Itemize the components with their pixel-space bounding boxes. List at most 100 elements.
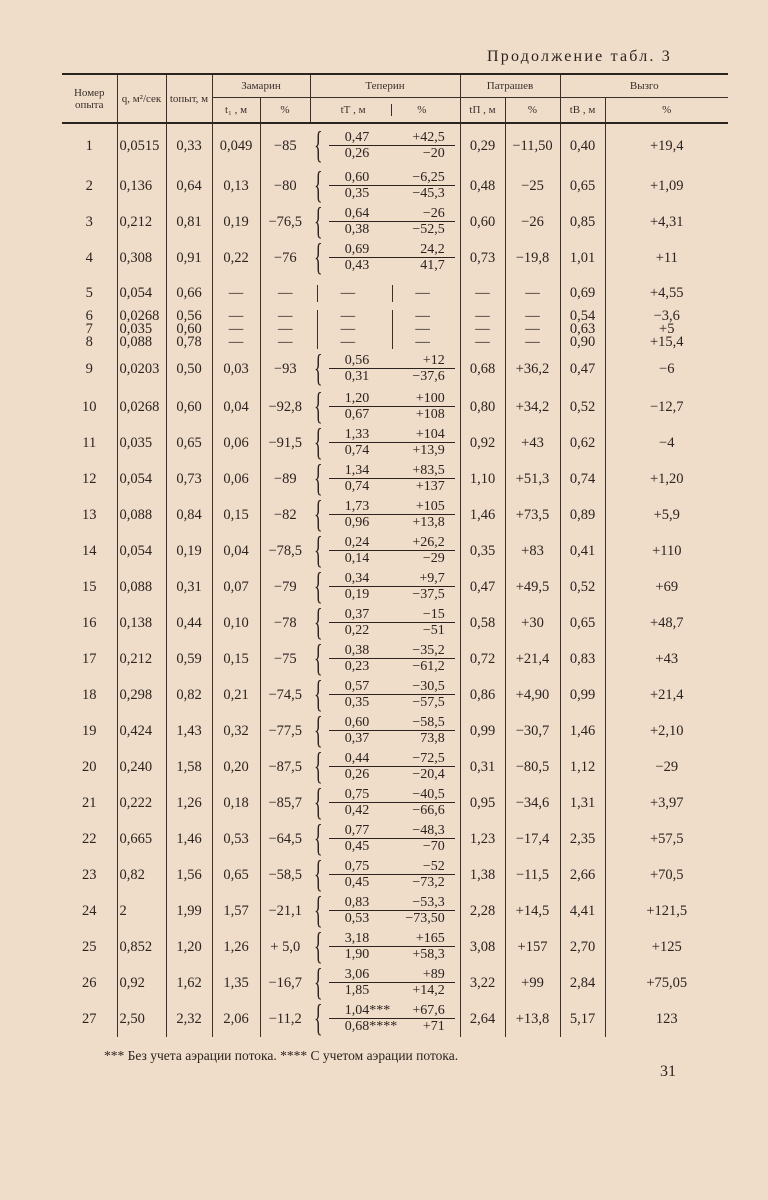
cell-teperin: {0,60 −6,25 0,35 −45,3 — [310, 164, 460, 206]
cell-patrashev-pct: +83 — [504, 533, 561, 569]
cell-zamarin-t: 0,13 — [211, 168, 260, 204]
cell-q: 0,308 — [116, 240, 166, 276]
teperin-top: 0,44 −72,5 — [328, 751, 455, 767]
cell-zamarin-t: 0,15 — [211, 641, 260, 677]
cell-vyzgo-t: 5,17 — [559, 1001, 606, 1037]
teperin-bottom-pct: +71 — [422, 1019, 445, 1034]
cell-vyzgo-t: 0,47 — [559, 349, 606, 389]
cell-t-exp: 0,60 — [165, 389, 212, 425]
header-teperin-t: tТ , м — [340, 104, 366, 116]
teperin-fraction: 3,18 +165 1,90 +58,3 — [328, 931, 455, 962]
cell-teperin: — — — [310, 322, 460, 336]
footnote: *** Без учета аэрации потока. **** С уче… — [104, 1048, 459, 1063]
cell-vyzgo-pct: −6 — [604, 349, 729, 389]
header-vyzgo-t: tВ , м — [559, 97, 606, 123]
teperin-fraction: 0,44 −72,5 0,26 −20,4 — [328, 751, 455, 782]
teperin-bottom-t: 0,19 — [344, 587, 370, 602]
cell-patrashev-pct: — — [504, 276, 561, 310]
teperin-top-t: 1,33 — [344, 427, 370, 442]
cell-patrashev-t: 0,58 — [459, 605, 505, 641]
teperin-bottom: 1,85 +14,2 — [329, 983, 455, 998]
teperin-bottom-pct: +13,9 — [412, 443, 445, 458]
teperin-bottom-t: 0,67 — [344, 407, 370, 422]
cell-q: 0,0203 — [116, 349, 166, 389]
page-number: 31 — [660, 1063, 676, 1080]
cell-vyzgo-t: 0,62 — [559, 425, 606, 461]
teperin-bottom: 0,14 −29 — [329, 551, 455, 566]
teperin-fraction: 0,60 −6,25 0,35 −45,3 — [328, 170, 455, 201]
table-row: 11 0,035 0,65 0,06 −91,5{1,33 +104 0,74 +13,9 0,… — [62, 421, 729, 463]
teperin-bottom-pct: −66,6 — [412, 803, 445, 818]
cell-teperin: {0,64 −26 0,38 −52,5 — [310, 200, 460, 242]
cell-patrashev-t: 0,99 — [459, 713, 505, 749]
cell-t-exp: 0,60 — [165, 322, 212, 336]
table-row: 13 0,088 0,84 0,15 −82{1,73 +105 0,96 +13,8 1,46… — [62, 493, 729, 535]
cell-zamarin-t: 0,04 — [211, 533, 260, 569]
cell-zamarin-t: 0,10 — [211, 605, 260, 641]
cell-patrashev-pct: −26 — [504, 204, 561, 240]
cell-teperin: {0,34 +9,7 0,19 −37,5 — [310, 565, 460, 607]
teperin-top: 3,06 +89 — [328, 967, 455, 983]
cell-zamarin-t: 2,06 — [211, 1001, 260, 1037]
teperin-top-t: 0,60 — [344, 715, 370, 730]
cell-vyzgo-t: 0,83 — [559, 641, 606, 677]
cell-patrashev-pct: +157 — [504, 929, 561, 965]
header-t-exp: tопыт, м — [165, 74, 212, 123]
teperin-bottom-t: 0,26 — [344, 767, 370, 782]
teperin-top-pct: +105 — [415, 499, 445, 514]
cell-q: 0,298 — [116, 677, 166, 713]
cell-zamarin-t: 0,07 — [211, 569, 260, 605]
teperin-top-pct: +67,6 — [412, 1003, 445, 1018]
table-row: 23 0,82 1,56 0,65 −58,5{0,75 −52 0,45 −73,2 1,38… — [62, 853, 729, 895]
teperin-top: 0,77 −48,3 — [328, 823, 455, 839]
cell-vyzgo-t: 0,99 — [559, 677, 606, 713]
cell-vyzgo-pct: +11 — [604, 240, 729, 276]
header-patrashev-t: tП , м — [459, 97, 505, 123]
teperin-bottom-t: 0,43 — [344, 258, 370, 273]
cell-zamarin-pct: −89 — [259, 461, 310, 497]
cell-number: 16 — [82, 614, 97, 631]
teperin-bottom: 0,35 −45,3 — [329, 186, 455, 201]
cell-zamarin-pct: −78 — [259, 605, 310, 641]
brace-icon: { — [314, 816, 323, 859]
cell-zamarin-pct: −85 — [259, 123, 310, 168]
cell-vyzgo-pct: +15,4 — [604, 335, 729, 349]
cell-zamarin-pct: −64,5 — [259, 821, 310, 857]
table-row: 16 0,138 0,44 0,10 −78{0,37 −15 0,22 −51 0,58 +30… — [62, 601, 729, 643]
brace-icon: { — [314, 960, 323, 1003]
cell-patrashev-t: 0,47 — [459, 569, 505, 605]
cell-q: 0,665 — [116, 821, 166, 857]
teperin-dash-t: — — [316, 335, 378, 349]
teperin-dash-t: — — [316, 322, 378, 336]
cell-t-exp: 0,44 — [165, 605, 212, 641]
teperin-bottom: 0,53 −73,50 — [329, 911, 455, 926]
teperin-top: 0,60 −58,5 — [328, 715, 455, 731]
cell-t-exp: 0,73 — [165, 461, 212, 497]
cell-zamarin-t: — — [211, 322, 260, 336]
cell-zamarin-pct: −76 — [259, 240, 310, 276]
cell-vyzgo-t: 1,01 — [559, 240, 606, 276]
cell-t-exp: 0,82 — [165, 677, 212, 713]
teperin-top-t: 3,06 — [344, 967, 370, 982]
cell-teperin: {1,73 +105 0,96 +13,8 — [310, 493, 460, 535]
cell-t-exp: 1,43 — [165, 713, 212, 749]
teperin-bottom-pct: −73,2 — [412, 875, 445, 890]
teperin-bottom: 0,42 −66,6 — [329, 803, 455, 818]
teperin-bottom-pct: −70 — [422, 839, 445, 854]
cell-vyzgo-t: 2,84 — [559, 965, 606, 1001]
teperin-fraction: 3,06 +89 1,85 +14,2 — [328, 967, 455, 998]
cell-t-exp: 1,62 — [165, 965, 212, 1001]
cell-t-exp: 0,78 — [165, 335, 212, 349]
cell-vyzgo-t: 0,41 — [559, 533, 606, 569]
cell-t-exp: 0,19 — [165, 533, 212, 569]
teperin-bottom: 0,19 −37,5 — [329, 587, 455, 602]
cell-zamarin-t: 0,65 — [211, 857, 260, 893]
teperin-top-t: 0,77 — [344, 823, 370, 838]
cell-vyzgo-t: 0,74 — [559, 461, 606, 497]
cell-patrashev-t: 0,80 — [459, 389, 505, 425]
teperin-top-pct: −40,5 — [412, 787, 445, 802]
teperin-bottom-pct: −57,5 — [412, 695, 445, 710]
table-row: 7 0,035 0,60— — — — — —0,63 +5 — [62, 322, 729, 336]
header-q: q, м²/сек — [116, 74, 166, 123]
brace-icon: { — [314, 123, 323, 166]
